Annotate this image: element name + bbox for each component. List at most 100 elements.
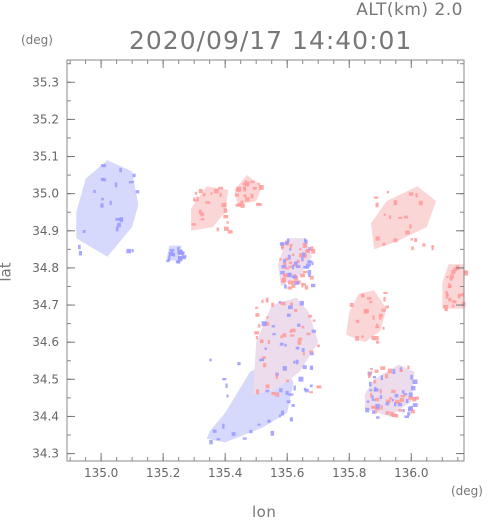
echo-speckle: [194, 192, 198, 195]
echo-speckle: [376, 340, 380, 344]
echo-speckle: [379, 395, 383, 399]
echo-speckle: [410, 238, 414, 241]
echo-speckle: [389, 397, 392, 400]
echo-speckle: [422, 243, 426, 247]
echo-speckle: [375, 236, 380, 241]
echo-speckle: [309, 350, 314, 353]
echo-speckle: [212, 429, 217, 433]
echo-speckle: [280, 410, 285, 416]
echo-speckle: [289, 245, 292, 250]
echo-speckle: [275, 392, 280, 397]
echo-speckle: [263, 363, 267, 368]
echo-speckle: [285, 257, 289, 261]
echo-speckle: [218, 186, 224, 190]
echo-speckle: [284, 284, 287, 289]
echo-speckle: [410, 409, 415, 414]
echo-speckle: [224, 226, 229, 231]
echo-speckle: [244, 180, 248, 183]
echo-speckle: [216, 438, 221, 441]
echo-speckle: [311, 248, 316, 254]
echo-speckle: [272, 333, 276, 336]
echo-speckle: [293, 360, 296, 364]
y-axis-unit: (deg): [21, 33, 53, 47]
echo-region-3: [371, 186, 437, 250]
echo-speckle: [181, 251, 185, 255]
echo-speckle: [407, 365, 410, 369]
echo-speckle: [226, 394, 229, 398]
echo-speckle: [303, 387, 307, 391]
echo-speckle: [449, 274, 454, 279]
echo-speckle: [282, 262, 287, 266]
echo-speckle: [78, 244, 81, 250]
echo-speckle: [297, 323, 301, 327]
echo-speckle: [463, 270, 467, 273]
echo-speckle: [245, 197, 250, 202]
echo-speckle: [446, 293, 449, 296]
echo-speckle: [135, 190, 140, 194]
echo-speckle: [223, 215, 229, 219]
echo-speckle: [395, 414, 399, 418]
echo-speckle: [304, 239, 308, 244]
echo-region-0: [76, 160, 139, 257]
x-axis-label: lon: [252, 503, 277, 521]
echo-speckle: [288, 280, 293, 285]
echo-speckle: [193, 197, 196, 202]
echo-speckle: [181, 255, 187, 258]
echo-speckle: [316, 344, 320, 348]
echo-speckle: [167, 258, 170, 262]
echo-speckle: [280, 301, 286, 306]
echo-speckle: [444, 308, 448, 312]
echo-speckle: [369, 389, 373, 392]
echo-speckle: [78, 251, 83, 256]
echo-speckle: [180, 257, 183, 260]
echo-speckle: [405, 398, 409, 404]
echo-speckle: [205, 201, 211, 204]
echo-speckle: [278, 414, 281, 418]
echo-speckle: [286, 272, 292, 277]
echo-speckle: [397, 401, 401, 404]
echo-speckle: [410, 374, 413, 380]
echo-speckle: [290, 328, 296, 333]
echo-speckle: [292, 253, 295, 257]
echo-speckle: [132, 173, 136, 178]
echo-speckle: [271, 392, 276, 396]
echo-speckle: [175, 260, 180, 264]
echo-speckle: [298, 337, 303, 341]
echo-speckle: [240, 200, 244, 205]
echo-speckle: [398, 409, 403, 412]
echo-speckle: [293, 385, 296, 391]
echo-speckle: [275, 374, 278, 379]
echo-speckle: [296, 259, 300, 264]
echo-speckle: [375, 202, 379, 208]
echo-region-4: [346, 290, 387, 343]
echo-speckle: [310, 246, 314, 251]
echo-speckle: [255, 306, 259, 309]
echo-region-7: [234, 175, 263, 205]
echo-speckle: [171, 250, 174, 256]
echo-speckle: [383, 213, 386, 216]
echo-speckle: [394, 402, 397, 407]
echo-speckle: [309, 365, 314, 371]
echo-speckle: [375, 325, 380, 329]
echo-speckle: [385, 305, 389, 309]
echo-speckle: [414, 238, 418, 242]
echo-speckle: [288, 305, 293, 310]
echo-speckle: [400, 394, 406, 398]
echo-speckle: [374, 410, 378, 414]
echo-speckle: [261, 321, 267, 327]
echo-speckle: [302, 352, 305, 356]
echo-speckle: [301, 256, 304, 262]
echo-speckle: [264, 321, 270, 326]
echo-speckle: [177, 249, 182, 255]
echo-speckle: [115, 226, 119, 232]
echo-speckle: [365, 407, 370, 413]
echo-speckle: [308, 247, 311, 251]
y-tick-label: 35.0: [32, 187, 59, 201]
echo-speckle: [126, 248, 132, 254]
echo-speckle: [227, 230, 233, 234]
echo-speckle: [446, 276, 449, 279]
echo-speckle: [299, 248, 302, 251]
echo-speckle: [383, 291, 388, 294]
echo-speckle: [256, 202, 261, 206]
echo-speckle: [250, 180, 255, 184]
